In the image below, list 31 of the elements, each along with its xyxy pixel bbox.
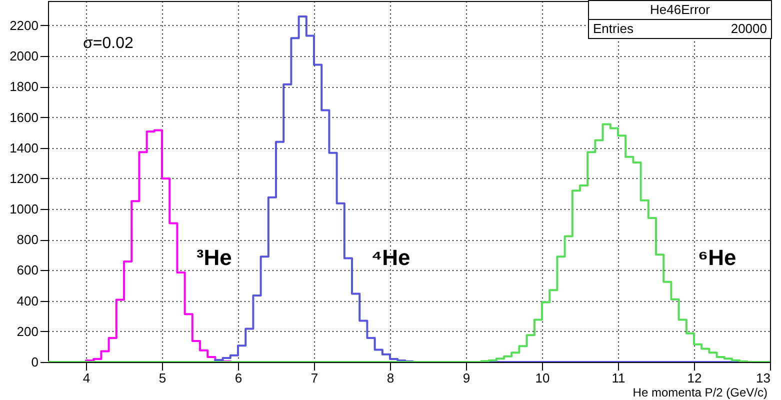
annotation: 20000 bbox=[730, 20, 767, 38]
y-tick-label: 2200 bbox=[10, 18, 38, 33]
y-tick-label: 0 bbox=[31, 354, 38, 370]
x-tick-label: 10 bbox=[535, 370, 550, 386]
y-tick-label: 1400 bbox=[10, 140, 38, 156]
x-tick-label: 6 bbox=[234, 370, 242, 386]
y-tick-label: 1200 bbox=[10, 170, 38, 186]
y-tick-label: 1600 bbox=[10, 110, 38, 125]
y-tick-label: 2000 bbox=[10, 48, 38, 64]
y-tick-label: 600 bbox=[16, 262, 38, 278]
x-tick-label: 12 bbox=[687, 370, 702, 386]
x-tick-label: 8 bbox=[386, 370, 394, 386]
y-tick-label: 1000 bbox=[10, 202, 38, 217]
annotation: He46Error bbox=[589, 1, 771, 20]
x-tick-label: 4 bbox=[82, 370, 90, 386]
y-tick-label: 400 bbox=[16, 293, 38, 308]
stats-box: He46Error Entries 20000 bbox=[588, 0, 772, 39]
series-label: ³He bbox=[196, 245, 232, 270]
x-tick-label: 7 bbox=[310, 370, 318, 386]
x-axis-title: He momenta P/2 (GeV/c) bbox=[632, 386, 768, 400]
series-label: ⁶He bbox=[698, 245, 736, 270]
annotation: σ=0.02 bbox=[83, 35, 134, 52]
y-tick-label: 200 bbox=[16, 324, 38, 339]
y-tick-label: 800 bbox=[16, 232, 38, 248]
annotation: Entries bbox=[593, 20, 634, 38]
y-tick-label: 1800 bbox=[10, 79, 38, 94]
x-tick-label: 5 bbox=[158, 370, 166, 386]
x-tick-label: 11 bbox=[612, 370, 626, 386]
x-tick-label: 9 bbox=[462, 370, 470, 386]
series-label: ⁴He bbox=[371, 245, 410, 270]
x-tick-label: 13 bbox=[756, 370, 770, 386]
